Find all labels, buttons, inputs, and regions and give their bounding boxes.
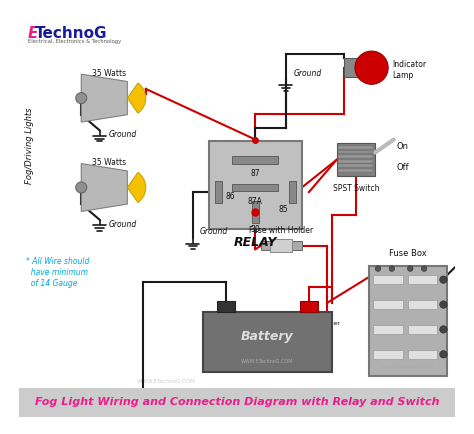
Text: Fog/Driving Lights: Fog/Driving Lights (25, 108, 34, 184)
Text: SPST Switch: SPST Switch (333, 184, 379, 193)
Bar (18, 388, 456, 417)
Circle shape (440, 301, 447, 308)
Text: of 14 Gauge: of 14 Gauge (26, 279, 77, 288)
Text: 87: 87 (251, 169, 260, 178)
Bar (408, 350, 437, 359)
Circle shape (440, 326, 447, 333)
Circle shape (421, 266, 427, 271)
Text: 85: 85 (278, 205, 288, 214)
Text: Off: Off (396, 163, 409, 172)
Text: Fuse with Holder: Fuse with Holder (249, 226, 313, 234)
Bar (300, 301, 318, 312)
Text: WWW.ETechnoG.COM: WWW.ETechnoG.COM (241, 358, 293, 364)
Bar (338, 155, 374, 158)
Bar (210, 141, 301, 229)
Text: have minimum: have minimum (26, 268, 88, 277)
Text: RELAY: RELAY (234, 237, 277, 250)
Text: * All Wire should: * All Wire should (26, 256, 89, 266)
Circle shape (355, 51, 388, 84)
Text: WWW.ETechnoG.COM: WWW.ETechnoG.COM (137, 378, 195, 384)
Circle shape (76, 182, 87, 193)
Bar (344, 59, 364, 77)
Bar (408, 275, 437, 284)
Text: WWW.ETechnoG.COM: WWW.ETechnoG.COM (382, 365, 434, 370)
Bar (217, 301, 235, 312)
Circle shape (375, 266, 381, 271)
Text: Electrical, Electronics & Technology: Electrical, Electronics & Technology (28, 39, 121, 44)
Polygon shape (81, 164, 128, 211)
Bar (289, 181, 296, 203)
Text: Fog Light Wiring and Connection Diagram with Relay and Switch: Fog Light Wiring and Connection Diagram … (35, 397, 439, 407)
Circle shape (408, 266, 413, 271)
Bar (408, 300, 437, 309)
Text: 35 Watts: 35 Watts (92, 69, 126, 78)
Text: Ground: Ground (200, 227, 228, 237)
Bar (338, 169, 374, 172)
Bar (408, 325, 437, 334)
Text: Ground: Ground (152, 390, 181, 399)
Text: Ground: Ground (109, 220, 137, 229)
Text: Battery: Battery (241, 330, 294, 343)
Bar (337, 143, 375, 177)
Text: Fuse Box: Fuse Box (389, 250, 427, 259)
Bar (374, 300, 403, 309)
Bar (374, 275, 403, 284)
Text: 87A: 87A (248, 197, 263, 206)
Text: On: On (396, 141, 409, 151)
Bar (215, 181, 222, 203)
Text: From Battery Power: From Battery Power (278, 321, 340, 326)
Bar (232, 184, 278, 191)
Bar (270, 239, 292, 252)
Circle shape (389, 266, 394, 271)
Bar (338, 164, 374, 167)
Bar (232, 156, 278, 164)
Text: E: E (28, 26, 38, 41)
Text: Indicator: Indicator (392, 60, 426, 69)
Circle shape (76, 92, 87, 104)
Bar (369, 266, 447, 376)
Text: Ground: Ground (293, 69, 321, 78)
Wedge shape (128, 172, 146, 203)
Polygon shape (81, 74, 128, 122)
Text: Ground: Ground (109, 130, 137, 139)
Bar (292, 241, 301, 250)
Circle shape (440, 276, 447, 283)
Bar (338, 151, 374, 153)
Text: TechnoG: TechnoG (35, 26, 108, 41)
Bar (338, 160, 374, 163)
Text: Lamp: Lamp (392, 71, 413, 80)
Bar (374, 350, 403, 359)
Circle shape (440, 351, 447, 358)
Bar (261, 241, 270, 250)
Text: 86: 86 (226, 192, 236, 201)
Bar (374, 325, 403, 334)
Wedge shape (128, 83, 146, 113)
Bar (338, 146, 374, 149)
Bar (203, 312, 332, 372)
Bar (252, 201, 259, 224)
Text: 35 Watts: 35 Watts (92, 158, 126, 167)
Text: or IGN: or IGN (299, 330, 319, 335)
Text: 30: 30 (251, 225, 260, 234)
